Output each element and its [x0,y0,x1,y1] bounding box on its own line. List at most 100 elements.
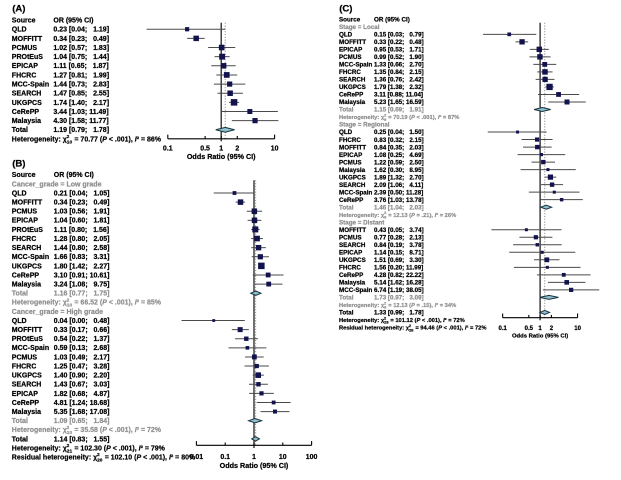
svg-text:5.23 [1.65; 16.59]: 5.23 [1.65; 16.59] [374,99,424,106]
svg-text:Heterogeneity: χ102 = 70.77 (P: Heterogeneity: χ102 = 70.77 (P < .001), … [12,134,162,145]
svg-text:0.83 [0.32; 2.15]: 0.83 [0.32; 2.15] [374,137,424,144]
svg-text:10: 10 [574,326,581,332]
svg-text:EPICAP: EPICAP [339,250,362,257]
svg-text:MCC-Spain: MCC-Spain [339,287,373,294]
svg-text:EPICAP: EPICAP [12,63,38,70]
svg-text:1.74 [1.40; 2.17]: 1.74 [1.40; 2.17] [53,100,109,107]
svg-text:0.34 [0.23; 0.49]: 0.34 [0.23; 0.49] [53,36,109,43]
svg-text:Cancer_grade = Low grade: Cancer_grade = Low grade [12,181,102,188]
svg-text:FHCRC: FHCRC [12,363,37,370]
svg-text:FHCRC: FHCRC [339,137,361,144]
svg-text:QLD: QLD [12,318,27,325]
svg-text:1.11 [0.80; 1.56]: 1.11 [0.80; 1.56] [54,227,109,234]
svg-text:Residual heterogeneity: χ202 =: Residual heterogeneity: χ202 = 102.10 (P… [12,452,196,463]
svg-text:MOFFITT: MOFFITT [339,39,366,46]
svg-text:PCMUS: PCMUS [339,159,362,166]
svg-text:1: 1 [252,454,256,461]
svg-text:Total: Total [12,127,28,134]
svg-text:SEARCH: SEARCH [339,242,366,249]
svg-text:5.14 [1.62; 16.28]: 5.14 [1.62; 16.28] [374,280,424,287]
svg-text:1.08 [0.25; 4.69]: 1.08 [0.25; 4.69] [374,152,424,159]
svg-text:1.89 [1.32; 2.70]: 1.89 [1.32; 2.70] [374,174,424,181]
svg-text:Total: Total [339,204,354,211]
svg-text:CeRePP: CeRePP [12,400,40,407]
svg-text:1.22 [0.59; 2.50]: 1.22 [0.59; 2.50] [374,159,424,166]
svg-text:CeRePP: CeRePP [339,197,363,204]
svg-text:0.33 [0.17; 0.66]: 0.33 [0.17; 0.66] [54,327,110,334]
svg-text:UKGPCS: UKGPCS [339,257,366,264]
svg-text:Odds Ratio (95% CI): Odds Ratio (95% CI) [187,152,256,161]
svg-text:CeRePP: CeRePP [12,109,40,116]
svg-text:Malaysia: Malaysia [339,167,366,174]
svg-text:PROtEuS: PROtEuS [12,227,43,234]
svg-text:Heterogeneity: χ92 = 12.13 (P: Heterogeneity: χ92 = 12.13 (P = .21), I²… [339,210,456,219]
svg-text:SEARCH: SEARCH [339,182,366,189]
svg-text:0.34 [0.23; 0.49]: 0.34 [0.23; 0.49] [54,200,110,207]
svg-text:UKGPCS: UKGPCS [339,174,366,181]
svg-text:EPICAP: EPICAP [339,152,362,159]
svg-text:MOFFITT: MOFFITT [12,36,43,43]
svg-text:UKGPCS: UKGPCS [12,373,42,380]
svg-text:1.11 [0.65; 1.87]: 1.11 [0.65; 1.87] [53,63,108,70]
svg-text:Malaysia: Malaysia [12,282,41,289]
svg-text:Stage = Distant: Stage = Distant [339,219,384,226]
svg-text:1.73 [0.97; 3.09]: 1.73 [0.97; 3.09] [374,295,424,302]
svg-text:Total: Total [12,291,28,298]
svg-text:Heterogeneity: χ102 = 35.58 (P: Heterogeneity: χ102 = 35.58 (P < .001), … [12,425,162,436]
svg-text:3.76 [1.03; 13.78]: 3.76 [1.03; 13.78] [374,197,424,204]
svg-text:2: 2 [235,145,239,152]
svg-text:1.28 [0.80; 2.05]: 1.28 [0.80; 2.05] [54,236,110,243]
svg-text:SEARCH: SEARCH [12,245,42,252]
svg-text:PROtEuS: PROtEuS [12,336,43,343]
svg-text:Malaysia: Malaysia [339,280,366,287]
svg-text:1.44 [0.80; 2.58]: 1.44 [0.80; 2.58] [54,245,110,252]
svg-text:2.39 [0.50; 11.28]: 2.39 [0.50; 11.28] [374,189,423,196]
svg-text:Heterogeneity: χ92 = 70.19 (P: Heterogeneity: χ92 = 70.19 (P < .001), I… [339,113,459,122]
svg-text:1.36 [0.76; 2.42]: 1.36 [0.76; 2.42] [374,77,424,84]
svg-text:Stage = Regional: Stage = Regional [339,122,390,129]
svg-text:0.1: 0.1 [163,145,173,152]
svg-text:(A): (A) [12,4,25,15]
svg-text:1.03 [0.56; 1.91]: 1.03 [0.56; 1.91] [54,209,110,216]
svg-text:Cancer_grade = High grade: Cancer_grade = High grade [12,309,103,316]
svg-text:SEARCH: SEARCH [12,382,42,389]
svg-text:1.47 [0.85; 2.55]: 1.47 [0.85; 2.55] [53,91,109,98]
svg-text:1.04 [0.60; 1.81]: 1.04 [0.60; 1.81] [54,218,110,225]
svg-text:1.33 [0.99; 1.78]: 1.33 [0.99; 1.78] [374,310,424,317]
svg-text:Source: Source [12,172,36,179]
svg-text:0.43 [0.05; 3.74]: 0.43 [0.05; 3.74] [374,227,424,234]
svg-text:OR (95% CI): OR (95% CI) [53,18,93,25]
svg-text:PCMUS: PCMUS [339,235,362,242]
svg-text:100: 100 [306,454,318,461]
svg-text:Heterogeneity: χ82 = 12.13 (P: Heterogeneity: χ82 = 12.13 (P = .15), I²… [339,300,456,309]
svg-text:EPICAP: EPICAP [12,218,38,225]
svg-text:1.46 [1.04; 2.03]: 1.46 [1.04; 2.03] [374,204,424,211]
svg-text:1.09 [0.65; 1.84]: 1.09 [0.65; 1.84] [54,418,110,425]
svg-text:0.77 [0.28; 2.13]: 0.77 [0.28; 2.13] [374,235,424,242]
svg-text:FHCRC: FHCRC [339,265,361,272]
svg-text:Total: Total [339,295,354,302]
svg-text:1.04 [0.75; 1.44]: 1.04 [0.75; 1.44] [53,54,109,61]
svg-text:MOFFITT: MOFFITT [12,200,43,207]
svg-text:1.56 [0.20; 11.99]: 1.56 [0.20; 11.99] [374,265,423,272]
svg-text:FHCRC: FHCRC [12,72,37,79]
svg-text:CeRePP: CeRePP [339,272,363,279]
svg-text:Stage = Local: Stage = Local [339,24,380,31]
svg-text:3.44 [1.03; 11.49]: 3.44 [1.03; 11.49] [53,109,108,116]
svg-text:0.15 [0.03; 0.79]: 0.15 [0.03; 0.79] [374,32,424,39]
svg-text:Source: Source [339,17,361,24]
svg-text:1.14 [0.15; 8.71]: 1.14 [0.15; 8.71] [374,250,424,257]
svg-text:UKGPCS: UKGPCS [339,84,366,91]
svg-text:FHCRC: FHCRC [12,236,37,243]
svg-text:PCMUS: PCMUS [12,209,38,216]
svg-text:SEARCH: SEARCH [339,77,366,84]
svg-text:0.1: 0.1 [220,454,230,461]
svg-text:PCMUS: PCMUS [12,45,38,52]
svg-text:1.25 [0.47; 3.28]: 1.25 [0.47; 3.28] [54,363,110,370]
svg-text:Total: Total [339,107,354,114]
svg-text:4.28 [0.82; 22.22]: 4.28 [0.82; 22.22] [374,272,424,279]
svg-text:Residual heterogeneity: χ262 =: Residual heterogeneity: χ262 = 94.46 (P … [339,323,486,332]
svg-text:0.95 [0.53; 1.71]: 0.95 [0.53; 1.71] [374,47,424,54]
svg-text:CeRePP: CeRePP [339,92,363,99]
svg-text:EPICAP: EPICAP [12,391,38,398]
